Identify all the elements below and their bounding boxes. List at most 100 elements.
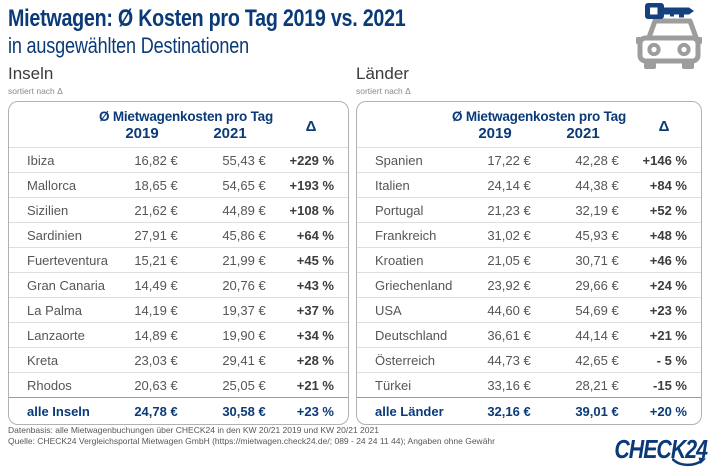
destination-label: Portugal: [375, 202, 424, 218]
value-2021: 28,21 €: [575, 377, 619, 393]
sort-note: sortiert nach Δ: [356, 86, 411, 96]
delta-value: +48 %: [649, 227, 687, 243]
table-body: Spanien 17,22 € 42,28 € +146 % Italien 24,14 …: [357, 147, 701, 424]
table-row: Kreta 23,03 € 29,41 € +28 %: [9, 347, 348, 372]
destination-label: Sardinien: [27, 227, 82, 243]
delta-value: +146 %: [642, 152, 687, 168]
page-subtitle: in ausgewählten Destinationen: [8, 33, 249, 58]
value-2021: 39,01 €: [575, 403, 619, 419]
delta-value: +84 %: [649, 177, 687, 193]
value-2021: 19,37 €: [222, 302, 266, 318]
table-row: Sardinien 27,91 € 45,86 € +64 %: [9, 222, 348, 247]
column-group-header: Ø Mietwagenkosten pro Tag: [451, 109, 627, 124]
table-section-laender: Länder sortiert nach Δ Ø Mietwagenkosten…: [356, 64, 702, 425]
delta-value: +229 %: [289, 152, 334, 168]
check24-logo: CHECK24: [589, 436, 708, 467]
delta-value: +21 %: [296, 377, 334, 393]
destination-label: USA: [375, 302, 402, 318]
footer-line-databasis: Datenbasis: alle Mietwagenbuchungen über…: [8, 425, 379, 435]
table-row: Türkei 33,16 € 28,21 € -15 %: [357, 372, 701, 397]
destination-label: Türkei: [375, 377, 412, 393]
value-2021: 21,99 €: [222, 252, 266, 268]
value-2019: 14,49 €: [134, 277, 178, 293]
value-2021: 25,05 €: [222, 377, 266, 393]
table-row: Italien 24,14 € 44,38 € +84 %: [357, 172, 701, 197]
value-2019: 14,89 €: [134, 327, 178, 343]
value-2019: 23,92 €: [487, 277, 531, 293]
column-header-2019: 2019: [478, 125, 512, 142]
delta-value: +46 %: [649, 252, 687, 268]
column-header-2019: 2019: [125, 125, 159, 142]
delta-value: +37 %: [296, 302, 334, 318]
table-row: Sizilien 21,62 € 44,89 € +108 %: [9, 197, 348, 222]
destination-label: Kroatien: [375, 252, 424, 268]
value-2019: 24,78 €: [134, 403, 178, 419]
delta-value: +21 %: [649, 327, 687, 343]
value-2021: 44,14 €: [575, 327, 619, 343]
value-2019: 31,02 €: [487, 227, 531, 243]
value-2021: 45,86 €: [222, 227, 266, 243]
destination-label: alle Länder: [375, 403, 444, 419]
destination-label: Ibiza: [27, 152, 55, 168]
table-row: Mallorca 18,65 € 54,65 € +193 %: [9, 172, 348, 197]
data-table: Ø Mietwagenkosten pro Tag 2019 2021 Δ Ib…: [8, 101, 349, 425]
value-2021: 29,66 €: [575, 277, 619, 293]
value-2019: 21,05 €: [487, 252, 531, 268]
value-2021: 44,89 €: [222, 202, 266, 218]
value-2021: 19,90 €: [222, 327, 266, 343]
value-2019: 24,14 €: [487, 177, 531, 193]
delta-value: - 5 %: [656, 352, 687, 368]
destination-label: alle Inseln: [27, 403, 90, 419]
value-2019: 14,19 €: [134, 302, 178, 318]
sort-note: sortiert nach Δ: [8, 86, 63, 96]
value-2021: 44,38 €: [575, 177, 619, 193]
delta-value: +52 %: [649, 202, 687, 218]
destination-label: Fuerteventura: [27, 252, 108, 268]
value-2019: 23,03 €: [134, 352, 178, 368]
table-body: Ibiza 16,82 € 55,43 € +229 % Mallorca 18,65 €…: [9, 147, 348, 424]
value-2019: 17,22 €: [487, 152, 531, 168]
delta-value: +64 %: [296, 227, 334, 243]
column-group-header: Ø Mietwagenkosten pro Tag: [98, 109, 274, 124]
value-2021: 42,65 €: [575, 352, 619, 368]
swoosh-arrow-icon: [672, 457, 706, 467]
value-2019: 44,73 €: [487, 352, 531, 368]
destination-label: Frankreich: [375, 227, 437, 243]
value-2021: 54,69 €: [575, 302, 619, 318]
delta-value: +45 %: [296, 252, 334, 268]
section-title: Inseln: [8, 64, 54, 83]
footer-line-quelle: Quelle: CHECK24 Vergleichsportal Mietwag…: [8, 436, 495, 446]
table-row: Fuerteventura 15,21 € 21,99 € +45 %: [9, 247, 348, 272]
value-2019: 20,63 €: [134, 377, 178, 393]
value-2021: 54,65 €: [222, 177, 266, 193]
table-row: Kroatien 21,05 € 30,71 € +46 %: [357, 247, 701, 272]
destination-label: Deutschland: [375, 327, 448, 343]
column-header-name: [9, 109, 98, 143]
table-section-inseln: Inseln sortiert nach Δ Ø Mietwagenkosten…: [8, 64, 349, 425]
table-row: Griechenland 23,92 € 29,66 € +24 %: [357, 272, 701, 297]
delta-value: +28 %: [296, 352, 334, 368]
value-2019: 21,23 €: [487, 202, 531, 218]
destination-label: Lanzaorte: [27, 327, 85, 343]
table-row: La Palma 14,19 € 19,37 € +37 %: [9, 297, 348, 322]
value-2019: 32,16 €: [487, 403, 531, 419]
value-2021: 42,28 €: [575, 152, 619, 168]
section-title: Länder: [356, 64, 409, 83]
column-header-name: [357, 109, 451, 143]
summary-row: alle Länder 32,16 € 39,01 € +20 %: [357, 397, 701, 424]
destination-label: Gran Canaria: [27, 277, 106, 293]
value-2019: 27,91 €: [134, 227, 178, 243]
delta-value: +43 %: [296, 277, 334, 293]
value-2021: 30,58 €: [222, 403, 266, 419]
delta-value: +193 %: [289, 177, 334, 193]
column-header-delta: Δ: [305, 117, 317, 135]
value-2019: 44,60 €: [487, 302, 531, 318]
delta-value: +108 %: [289, 202, 334, 218]
destination-label: Österreich: [375, 352, 435, 368]
table-row: Spanien 17,22 € 42,28 € +146 %: [357, 147, 701, 172]
value-2019: 36,61 €: [487, 327, 531, 343]
value-2019: 21,62 €: [134, 202, 178, 218]
data-table: Ø Mietwagenkosten pro Tag 2019 2021 Δ Sp…: [356, 101, 702, 425]
page-title: Mietwagen: Ø Kosten pro Tag 2019 vs. 202…: [8, 5, 406, 32]
